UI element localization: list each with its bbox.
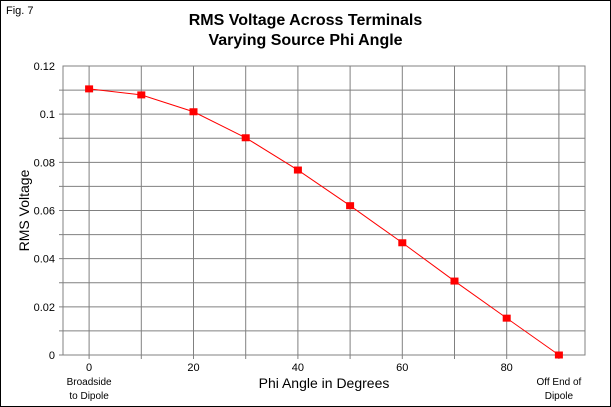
figure-label: Fig. 7	[6, 5, 34, 17]
data-point	[450, 277, 459, 285]
y-tick-label: 0.02	[34, 302, 55, 314]
chart-title-line-2: Varying Source Phi Angle	[208, 32, 403, 49]
y-tick-label: 0	[49, 350, 55, 362]
y-tick-label: 0.06	[34, 206, 55, 218]
x-tick-label: 40	[292, 362, 304, 374]
x-tick-label: 60	[396, 362, 408, 374]
data-point	[398, 239, 407, 247]
x-tick-label: 20	[187, 362, 199, 374]
annotation-label: to Dipole	[69, 391, 109, 402]
y-axis-label: RMS Voltage	[16, 169, 32, 251]
y-tick-label: 0.08	[34, 157, 55, 169]
data-point	[137, 91, 146, 99]
annotation-label: Off End of	[536, 377, 581, 388]
data-point	[189, 108, 198, 116]
y-tick-label: 0.12	[34, 61, 55, 73]
chart-title-line-1: RMS Voltage Across Terminals	[188, 12, 423, 29]
annotation-label: Broadside	[67, 377, 112, 388]
data-point	[502, 314, 511, 322]
y-tick-label: 0.1	[40, 109, 55, 121]
data-point	[346, 202, 355, 210]
series-line	[89, 88, 560, 356]
x-axis-label: Phi Angle in Degrees	[259, 375, 390, 391]
data-point	[241, 134, 250, 142]
y-tick-label: 0.04	[34, 254, 55, 266]
data-point	[85, 85, 94, 93]
x-tick-label: 0	[86, 362, 92, 374]
data-point	[554, 351, 563, 359]
data-point	[293, 166, 302, 174]
annotation-label: Dipole	[545, 391, 574, 402]
x-tick-label: 80	[501, 362, 513, 374]
